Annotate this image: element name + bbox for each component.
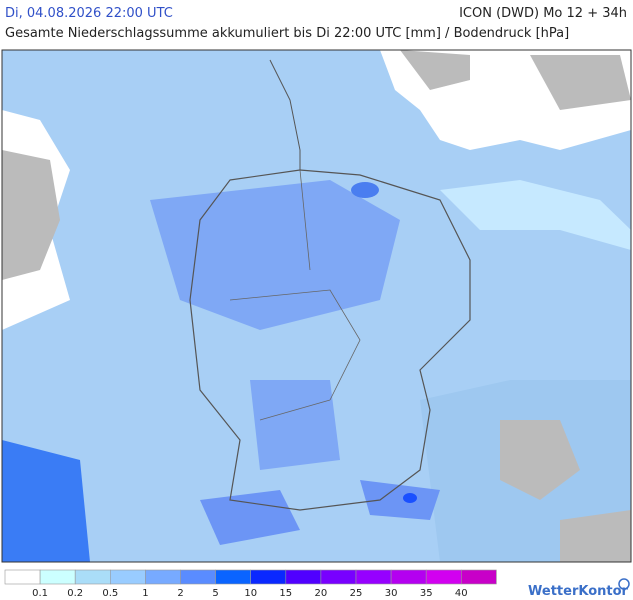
legend-swatch (355, 569, 392, 585)
legend-label: 10 (244, 588, 257, 599)
legend-swatch (425, 569, 462, 585)
legend-swatch (4, 569, 41, 585)
legend-label: 1 (142, 588, 148, 599)
legend-label: 15 (279, 588, 292, 599)
legend-swatch (145, 569, 181, 585)
subtitle: Gesamte Niederschlagssumme akkumuliert b… (5, 26, 570, 41)
legend-swatch (215, 569, 252, 585)
legend-swatch (390, 569, 427, 585)
legend-swatch (74, 569, 111, 585)
legend-swatch (250, 569, 287, 585)
legend-swatch (180, 569, 216, 585)
legend-swatch (320, 569, 357, 585)
legend-label: 0.5 (102, 588, 118, 599)
legend: 0.1 0.2 0.5 1 2 5 10 15 20 25 30 35 40 (4, 569, 497, 599)
legend-swatch (460, 569, 497, 585)
datetime: Di, 04.08.2026 22:00 UTC (5, 6, 173, 21)
map-area (2, 50, 631, 562)
legend-swatch (110, 569, 146, 585)
legend-label: 5 (212, 588, 218, 599)
legend-label: 35 (420, 588, 433, 599)
legend-label: 20 (315, 588, 328, 599)
legend-label: 0.2 (67, 588, 83, 599)
legend-swatch (39, 569, 76, 585)
legend-label: 40 (455, 588, 468, 599)
legend-label: 25 (350, 588, 363, 599)
model-info: ICON (DWD) Mo 12 + 34h (459, 6, 627, 21)
brand: WetterKontor (528, 584, 629, 599)
legend-label: 0.1 (32, 588, 48, 599)
brand-icon (618, 578, 630, 590)
legend-swatch (285, 569, 322, 585)
legend-label: 30 (385, 588, 398, 599)
legend-label: 2 (177, 588, 183, 599)
